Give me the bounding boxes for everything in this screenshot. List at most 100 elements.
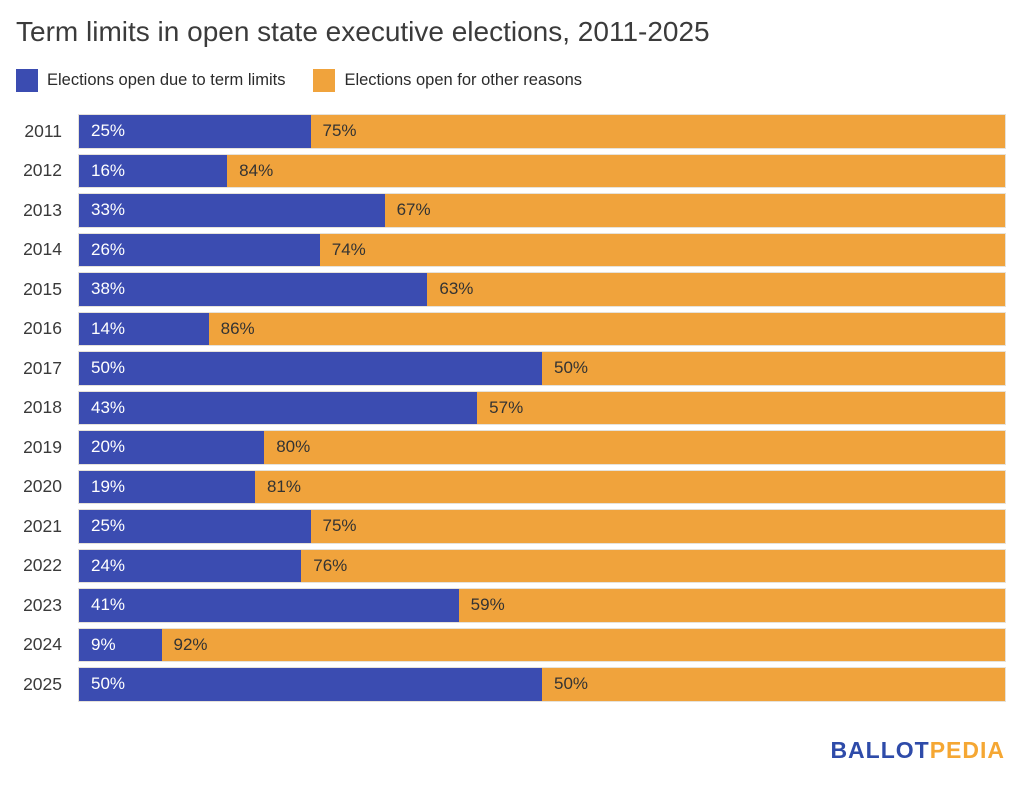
bar-value-label-term-limits: 26% (91, 239, 126, 259)
bar-row: 2021 25% 75% (0, 509, 1024, 544)
year-label: 2014 (23, 239, 62, 260)
stacked-bar: 50% 50% (78, 351, 1006, 386)
bar-value-label-term-limits: 16% (91, 160, 126, 180)
bar-value-label-term-limits: 14% (91, 318, 126, 338)
stacked-bar: 41% 59% (78, 588, 1006, 623)
bar-segment-term-limits: 50% (79, 668, 542, 701)
bar-segment-term-limits: 38% (79, 273, 428, 306)
stacked-bar: 19% 81% (78, 469, 1006, 504)
ballotpedia-logo: BALLOTPEDIA (830, 737, 1005, 764)
bar-segment-other-reasons: 59% (458, 589, 1005, 622)
stacked-bar-chart: 2011 25% 75% 2012 16% 84% (0, 114, 1024, 707)
bar-value-label-other-reasons: 92% (173, 634, 208, 654)
stacked-bar: 16% 84% (78, 153, 1006, 188)
bar-segment-term-limits: 16% (79, 154, 228, 187)
bar-value-label-term-limits: 38% (91, 279, 126, 299)
bar-value-label-other-reasons: 80% (276, 437, 311, 457)
bar-segment-term-limits: 50% (79, 352, 542, 385)
year-label: 2021 (23, 515, 62, 536)
bar-value-label-term-limits: 20% (91, 437, 126, 457)
year-label: 2011 (24, 120, 62, 141)
bar-row: 2025 50% 50% (0, 667, 1024, 702)
bar-row: 2023 41% 59% (0, 588, 1024, 623)
bar-segment-other-reasons: 84% (227, 154, 1005, 187)
bar-value-label-term-limits: 9% (91, 634, 116, 654)
legend-item-term-limits: Elections open due to term limits (16, 69, 285, 92)
bar-segment-term-limits: 26% (79, 233, 320, 266)
bar-segment-other-reasons: 76% (301, 549, 1005, 582)
bar-value-label-other-reasons: 75% (322, 121, 357, 141)
bar-segment-term-limits: 43% (79, 391, 478, 424)
year-label: 2023 (23, 594, 62, 615)
bar-segment-term-limits: 25% (79, 115, 311, 148)
bar-value-label-other-reasons: 63% (439, 279, 474, 299)
bar-value-label-term-limits: 41% (91, 595, 126, 615)
bar-segment-term-limits: 25% (79, 510, 311, 543)
stacked-bar: 38% 63% (78, 272, 1006, 307)
bar-value-label-term-limits: 25% (91, 121, 126, 141)
bar-segment-term-limits: 24% (79, 549, 302, 582)
bar-segment-other-reasons: 67% (384, 194, 1005, 227)
year-label: 2016 (23, 318, 62, 339)
stacked-bar: 50% 50% (78, 667, 1006, 702)
year-label: 2024 (23, 634, 62, 655)
year-label: 2017 (23, 357, 62, 378)
bar-row: 2016 14% 86% (0, 311, 1024, 346)
bar-value-label-other-reasons: 76% (313, 555, 348, 575)
year-label: 2013 (23, 199, 62, 220)
bar-value-label-other-reasons: 75% (322, 516, 357, 536)
bar-value-label-other-reasons: 57% (489, 397, 524, 417)
bar-value-label-other-reasons: 74% (331, 239, 366, 259)
bar-segment-term-limits: 41% (79, 589, 459, 622)
stacked-bar: 24% 76% (78, 548, 1006, 583)
bar-value-label-term-limits: 25% (91, 516, 126, 536)
logo-ballot-text: BALLOT (830, 737, 930, 763)
bar-row: 2015 38% 63% (0, 272, 1024, 307)
bar-value-label-term-limits: 43% (91, 397, 126, 417)
bar-segment-other-reasons: 74% (319, 233, 1005, 266)
year-label: 2018 (23, 397, 62, 418)
bar-value-label-term-limits: 24% (91, 555, 126, 575)
bar-segment-other-reasons: 57% (477, 391, 1005, 424)
bar-value-label-term-limits: 50% (91, 674, 126, 694)
stacked-bar: 25% 75% (78, 509, 1006, 544)
stacked-bar: 33% 67% (78, 193, 1006, 228)
year-label: 2020 (23, 476, 62, 497)
legend: Elections open due to term limits Electi… (16, 69, 582, 92)
stacked-bar: 43% 57% (78, 390, 1006, 425)
bar-segment-other-reasons: 75% (310, 115, 1005, 148)
bar-segment-other-reasons: 75% (310, 510, 1005, 543)
stacked-bar: 25% 75% (78, 114, 1006, 149)
bar-value-label-other-reasons: 50% (554, 674, 589, 694)
year-label: 2019 (23, 436, 62, 457)
bar-value-label-other-reasons: 59% (470, 595, 505, 615)
bar-segment-term-limits: 33% (79, 194, 385, 227)
stacked-bar: 14% 86% (78, 311, 1006, 346)
bar-segment-term-limits: 9% (79, 628, 162, 661)
year-label: 2025 (23, 673, 62, 694)
bar-row: 2020 19% 81% (0, 469, 1024, 504)
bar-row: 2024 9% 92% (0, 627, 1024, 662)
bar-row: 2013 33% 67% (0, 193, 1024, 228)
bar-row: 2018 43% 57% (0, 390, 1024, 425)
orange-swatch-icon (313, 69, 336, 92)
bar-value-label-other-reasons: 86% (220, 318, 255, 338)
legend-item-other-reasons: Elections open for other reasons (313, 69, 582, 92)
bar-segment-other-reasons: 86% (208, 312, 1005, 345)
year-label: 2012 (23, 160, 62, 181)
page-title: Term limits in open state executive elec… (16, 16, 710, 47)
bar-segment-term-limits: 14% (79, 312, 209, 345)
year-label: 2022 (23, 555, 62, 576)
stacked-bar: 9% 92% (78, 627, 1006, 662)
bar-segment-other-reasons: 63% (427, 273, 1005, 306)
bar-row: 2022 24% 76% (0, 548, 1024, 583)
bar-segment-term-limits: 19% (79, 470, 255, 503)
bar-segment-other-reasons: 92% (161, 628, 1005, 661)
legend-label-term-limits: Elections open due to term limits (47, 71, 286, 89)
year-label: 2015 (23, 278, 62, 299)
bar-value-label-term-limits: 33% (91, 200, 126, 220)
bar-value-label-term-limits: 50% (91, 358, 126, 378)
bar-value-label-other-reasons: 67% (396, 200, 431, 220)
bar-row: 2019 20% 80% (0, 430, 1024, 465)
